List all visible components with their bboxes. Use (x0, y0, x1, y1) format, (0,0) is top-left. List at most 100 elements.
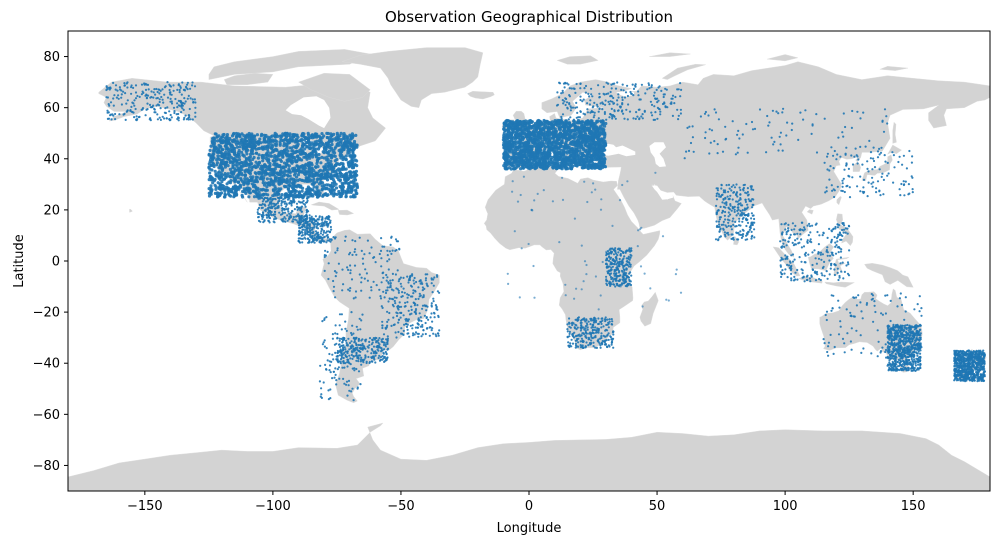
observation-point (912, 351, 915, 354)
observation-point (581, 127, 585, 131)
observation-point (966, 368, 970, 371)
observation-point (210, 176, 214, 180)
observation-point (242, 145, 246, 149)
observation-point (515, 160, 519, 164)
observation-point (564, 142, 568, 146)
observation-point (266, 172, 270, 176)
observation-point (300, 189, 304, 193)
observation-point (910, 355, 913, 358)
observation-point (570, 166, 574, 170)
observation-point (320, 184, 324, 188)
observation-point (317, 169, 321, 173)
observation-point (912, 363, 915, 366)
observation-point (564, 119, 568, 123)
observation-point (521, 164, 525, 168)
observation-point (971, 361, 974, 364)
observation-point (254, 160, 258, 164)
observation-point (244, 157, 248, 161)
observation-point (341, 165, 345, 169)
observation-point (257, 161, 262, 165)
observation-point (917, 363, 920, 366)
observation-point (239, 138, 243, 142)
land-hispaniola (337, 209, 355, 216)
land-hawaii (129, 208, 133, 213)
observation-point (252, 195, 257, 199)
observation-point (207, 178, 211, 182)
observation-point (220, 147, 225, 152)
observation-point (518, 132, 522, 136)
observation-point (900, 356, 903, 359)
observation-point (541, 126, 545, 130)
observation-point (526, 152, 531, 156)
observation-point (504, 120, 508, 124)
observation-point (554, 133, 558, 137)
observation-point (890, 337, 893, 340)
observation-point (549, 158, 553, 162)
observation-point (208, 171, 212, 175)
observation-point (325, 155, 329, 159)
observation-point (345, 143, 349, 147)
observation-point (519, 157, 523, 161)
observation-point (324, 141, 328, 145)
observation-point (316, 177, 320, 181)
observation-point (236, 168, 240, 172)
observation-point (534, 137, 538, 141)
observation-point (524, 124, 528, 128)
observation-point (256, 147, 260, 151)
observation-point (586, 119, 590, 123)
observation-point (953, 351, 956, 354)
observation-point (265, 168, 269, 172)
observation-point (214, 146, 218, 150)
observation-point (261, 193, 265, 197)
observation-point (243, 173, 247, 177)
observation-point (538, 164, 542, 168)
observation-point (299, 193, 303, 197)
observation-point (223, 173, 227, 177)
land-svalbard (556, 55, 599, 65)
observation-point (914, 346, 917, 349)
observation-point (329, 159, 333, 163)
observation-point (516, 127, 521, 131)
observation-point (535, 120, 540, 124)
observation-point (919, 332, 922, 335)
water-black-sea (600, 143, 636, 157)
observation-point (264, 164, 268, 169)
observation-point (602, 132, 606, 136)
observation-point (558, 150, 562, 154)
observation-point (323, 175, 327, 179)
observation-point (227, 187, 231, 191)
observation-point (328, 143, 332, 147)
observation-point (269, 178, 273, 182)
observation-point (278, 164, 282, 168)
observation-point (244, 191, 248, 195)
observation-point (255, 179, 259, 183)
observation-point (238, 145, 242, 149)
observation-point (265, 177, 269, 181)
observation-point (221, 133, 225, 137)
observation-point (558, 127, 563, 132)
observation-point (597, 161, 601, 165)
observation-point (915, 329, 918, 332)
land-baffin-island (298, 72, 371, 102)
observation-point (536, 153, 540, 157)
observation-point (214, 132, 218, 136)
observation-point (910, 357, 913, 361)
observation-point (217, 175, 221, 179)
observation-point (506, 130, 510, 134)
observation-point (916, 324, 920, 328)
observation-point (347, 170, 351, 174)
observation-point (888, 328, 891, 331)
observation-point (893, 346, 896, 349)
observation-point (586, 166, 591, 171)
observation-point (282, 179, 286, 183)
observation-point (537, 161, 541, 165)
observation-point (592, 137, 596, 141)
observation-point (339, 148, 343, 152)
observation-point (251, 146, 255, 150)
observation-point (289, 138, 293, 142)
observation-point (504, 134, 508, 138)
observation-point (302, 172, 307, 176)
observation-point (278, 177, 282, 181)
observation-point (259, 188, 263, 192)
observation-point (296, 139, 300, 143)
